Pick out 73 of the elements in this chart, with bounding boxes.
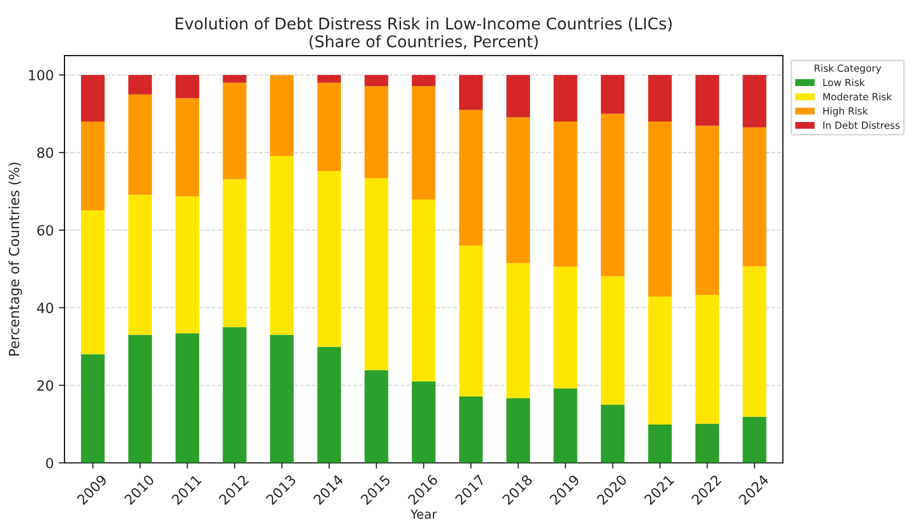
- y-tick-label: 100: [29, 70, 54, 80]
- bar: [81, 74, 105, 122]
- legend-label: In Debt Distress: [823, 121, 900, 129]
- bar: [600, 276, 625, 405]
- y-axis-title: Percentage of Countries (%): [8, 162, 22, 356]
- bar: [506, 263, 530, 398]
- bar: [128, 194, 152, 335]
- legend-label: Moderate Risk: [823, 92, 892, 100]
- bar: [459, 74, 483, 110]
- bar: [222, 82, 246, 180]
- bar: [317, 74, 341, 83]
- bar: [412, 74, 436, 86]
- bar: [270, 334, 294, 463]
- bar: [176, 196, 200, 334]
- bar: [742, 266, 766, 417]
- bar: [364, 74, 388, 86]
- bar: [128, 334, 152, 463]
- bar: [317, 171, 341, 347]
- y-tick-label: 20: [37, 380, 54, 391]
- bar: [600, 404, 625, 463]
- bar: [695, 294, 720, 424]
- bar: [600, 74, 625, 114]
- bar: [81, 354, 105, 463]
- bar: [412, 381, 436, 463]
- bar: [81, 121, 105, 210]
- bar: [459, 396, 483, 463]
- bar: [317, 82, 341, 172]
- bar: [81, 210, 105, 354]
- bar: [222, 327, 246, 463]
- bar: [364, 370, 388, 463]
- bar: [317, 346, 341, 463]
- bar: [364, 178, 388, 370]
- bar: [128, 74, 152, 94]
- bar: [554, 388, 578, 463]
- bar: [222, 74, 246, 83]
- bar: [459, 246, 483, 397]
- bar: [742, 416, 766, 463]
- y-tick-label: 40: [37, 302, 54, 314]
- bar: [128, 94, 152, 195]
- bar: [648, 74, 672, 122]
- bar: [270, 74, 294, 156]
- bar: [270, 156, 294, 335]
- bar: [695, 74, 720, 126]
- bar: [600, 114, 625, 276]
- chart-title: Evolution of Debt Distress Risk in Low-Income Countries (LICs) (Share of Countries, Percent): [176, 17, 672, 50]
- bar: [176, 74, 200, 98]
- bar: [176, 98, 200, 196]
- legend-label: High Risk: [823, 107, 868, 117]
- y-tick-label: 0: [46, 458, 54, 468]
- bar: [554, 266, 578, 388]
- bar: [222, 179, 246, 328]
- bar: [412, 199, 436, 382]
- bar: [648, 424, 672, 463]
- bar: [695, 424, 720, 463]
- bar: [554, 121, 578, 267]
- x-axis-title: Year: [410, 510, 437, 519]
- bar: [742, 127, 766, 266]
- y-tick-label: 60: [37, 225, 54, 236]
- legend-title: Risk Category: [814, 64, 882, 74]
- bar: [742, 74, 766, 128]
- bar: [648, 121, 672, 296]
- bar: [695, 126, 720, 295]
- bar: [554, 74, 578, 122]
- bar: [176, 333, 200, 463]
- y-tick-label: 80: [37, 147, 54, 158]
- bar: [412, 86, 436, 200]
- bar: [506, 74, 530, 118]
- bar: [506, 398, 530, 463]
- legend-label: Low Risk: [823, 78, 865, 86]
- bar: [648, 296, 672, 424]
- bar: [506, 117, 530, 264]
- bar: [459, 110, 483, 246]
- bar: [364, 86, 388, 178]
